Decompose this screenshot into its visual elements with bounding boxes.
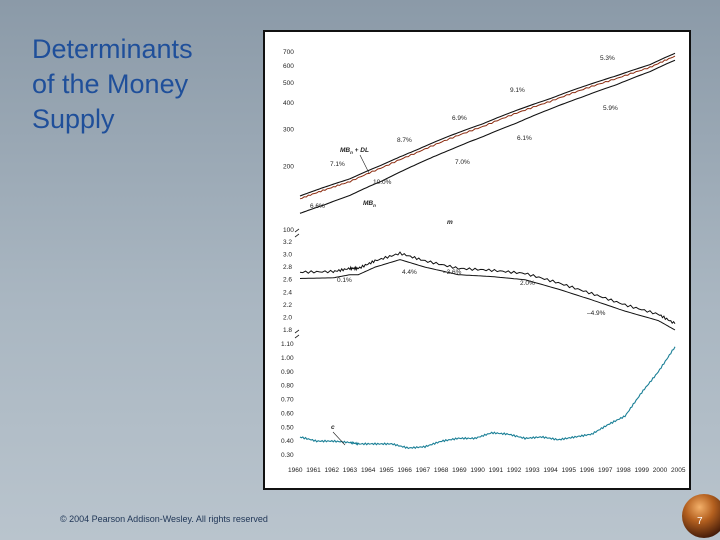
y-tick-label-top: 200 — [283, 164, 294, 171]
growth-rate-annotation: 6.1% — [517, 135, 532, 142]
y-tick-label-bottom: 0.50 — [281, 424, 294, 431]
x-tick-label: 1997 — [598, 467, 613, 474]
x-tick-label: 1963 — [343, 467, 358, 474]
x-tick-label: 1999 — [635, 467, 650, 474]
axis-break-mark — [294, 329, 300, 339]
series-line-mbn-dl — [299, 52, 676, 197]
y-tick-label-top: 700 — [283, 49, 294, 56]
slide-title: Determinants of the Money Supply — [32, 34, 193, 135]
money-supply-chart: 700 600 500 400 300 200 100 3.2 3.0 2.8 2.6 2.4 2.2 2… — [281, 49, 686, 474]
y-tick-label-bottom: 0.60 — [281, 410, 294, 417]
x-tick-label: 1960 — [288, 467, 303, 474]
growth-rate-annotation: 6.6% — [310, 203, 325, 210]
growth-rate-annotation: 7.1% — [330, 161, 345, 168]
growth-rate-annotation: 7.0% — [455, 159, 470, 166]
x-tick-label: 1990 — [470, 467, 485, 474]
y-tick-label-top: 400 — [283, 100, 294, 107]
page-number-badge — [682, 494, 720, 538]
series-line-mbn — [299, 59, 676, 214]
series-label-pointer — [359, 154, 370, 174]
copyright-notice: © 2004 Pearson Addison-Wesley. All right… — [60, 514, 268, 524]
growth-rate-annotation: –3.6% — [443, 269, 462, 276]
y-tick-label-top: 600 — [283, 63, 294, 70]
x-tick-label: 1992 — [507, 467, 522, 474]
y-tick-label-middle: 3.2 — [283, 239, 292, 246]
x-tick-label: 1966 — [397, 467, 412, 474]
x-tick-label: 1998 — [616, 467, 631, 474]
axis-break-mark — [294, 228, 300, 238]
y-tick-label-top: 300 — [283, 127, 294, 134]
x-tick-label: 1967 — [416, 467, 431, 474]
growth-rate-annotation: 2.0% — [520, 280, 535, 287]
y-tick-label-bottom: 0.70 — [281, 397, 294, 404]
growth-rate-annotation: 9.1% — [510, 87, 525, 94]
y-tick-label-bottom: 1.10 — [281, 341, 294, 348]
y-tick-label-bottom: 1.00 — [281, 355, 294, 362]
x-tick-label: 2005 — [671, 467, 686, 474]
y-tick-label-middle: 2.4 — [283, 289, 292, 296]
series-label-c: c — [331, 424, 335, 431]
growth-rate-annotation: –4.9% — [587, 310, 606, 317]
growth-rate-annotation: 10.0% — [373, 179, 392, 186]
x-tick-label: 1991 — [489, 467, 504, 474]
series-label: MBn — [363, 200, 376, 208]
x-tick-label: 1995 — [562, 467, 577, 474]
x-tick-label: 1964 — [361, 467, 376, 474]
x-tick-label: 1993 — [525, 467, 540, 474]
x-tick-label: 1961 — [306, 467, 321, 474]
page-number: 7 — [697, 516, 703, 527]
y-tick-label-bottom: 0.90 — [281, 369, 294, 376]
y-tick-label-top: 500 — [283, 80, 294, 87]
x-tick-label: 1996 — [580, 467, 595, 474]
y-tick-label-middle: 1.8 — [283, 327, 292, 334]
series-label-pointer — [332, 431, 346, 446]
x-tick-label: 1969 — [452, 467, 467, 474]
series-line-m — [299, 251, 676, 325]
chart-frame: 700 600 500 400 300 200 100 3.2 3.0 2.8 2.6 2.4 2.2 2… — [263, 30, 691, 490]
y-tick-label-middle: 2.6 — [283, 277, 292, 284]
x-tick-label: 1968 — [434, 467, 449, 474]
x-tick-label: 1965 — [379, 467, 394, 474]
y-tick-label-middle: 2.2 — [283, 302, 292, 309]
y-tick-label-middle: 3.0 — [283, 252, 292, 259]
growth-rate-annotation: 5.3% — [600, 55, 615, 62]
y-tick-label-middle: 2.8 — [283, 264, 292, 271]
x-tick-label: 2000 — [653, 467, 668, 474]
series-line-mbn-dl-detail — [299, 55, 676, 200]
growth-rate-annotation: 5.9% — [603, 105, 618, 112]
growth-rate-annotation: 6.9% — [452, 115, 467, 122]
series-label: MBn + DL — [340, 147, 369, 155]
growth-rate-annotation: 0.1% — [337, 277, 352, 284]
y-tick-label-top: 100 — [283, 227, 294, 234]
x-tick-label: 1994 — [543, 467, 558, 474]
y-tick-label-bottom: 0.40 — [281, 438, 294, 445]
x-tick-label: 1962 — [324, 467, 339, 474]
series-label-m: m — [447, 219, 453, 226]
y-tick-label-middle: 2.0 — [283, 314, 292, 321]
growth-rate-annotation: 4.4% — [402, 269, 417, 276]
y-tick-label-bottom: 0.30 — [281, 452, 294, 459]
series-line-m-trend — [299, 259, 676, 331]
y-tick-label-bottom: 0.80 — [281, 383, 294, 390]
growth-rate-annotation: 8.7% — [397, 137, 412, 144]
series-line-c — [299, 346, 676, 450]
